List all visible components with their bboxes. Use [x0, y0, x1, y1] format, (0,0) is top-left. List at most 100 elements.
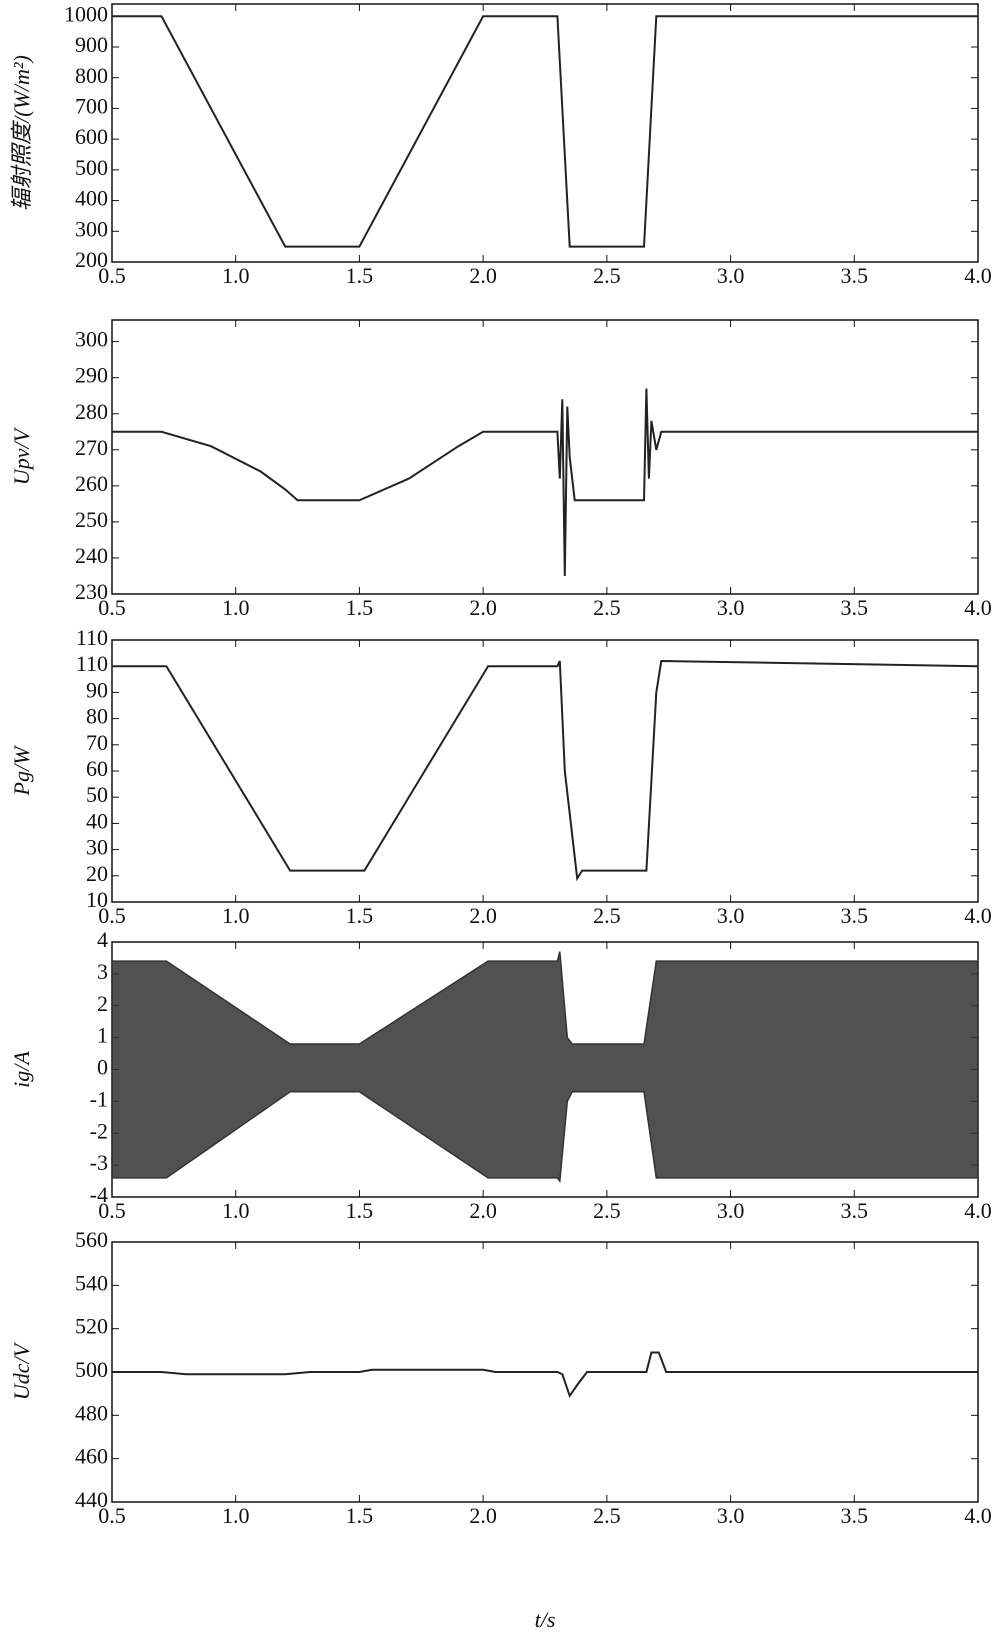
x-tick-label: 3.5: [841, 1198, 869, 1223]
y-tick-label: 1000: [64, 1, 108, 26]
plot-frame: [111, 3, 979, 263]
y-tick-label: 30: [86, 835, 108, 860]
data-line: [112, 1091, 978, 1184]
y-tick-label: 20: [86, 861, 108, 886]
x-tick-label: 0.5: [98, 595, 126, 620]
x-tick-label: 1.5: [346, 903, 374, 928]
x-tick-label: 3.0: [717, 1198, 745, 1223]
x-tick-label: 3.5: [841, 1503, 869, 1528]
x-tick-label: 3.0: [717, 903, 745, 928]
y-tick-label: 4: [97, 927, 108, 952]
data-area: [112, 951, 978, 1070]
y-tick-label: 240: [75, 543, 108, 568]
y-tick-label: 500: [75, 1357, 108, 1382]
y-tick-label: -4: [90, 1182, 108, 1207]
y-tick-label: 290: [75, 363, 108, 388]
y-tick-label: 40: [86, 808, 108, 833]
y-tick-label: 600: [75, 124, 108, 149]
x-tick-label: 1.0: [222, 595, 250, 620]
x-tick-label: 1.0: [222, 1503, 250, 1528]
x-tick-label: 1.0: [222, 903, 250, 928]
data-line: [112, 951, 978, 1045]
x-tick-label: 0.5: [98, 1198, 126, 1223]
y-tick-label: 230: [75, 579, 108, 604]
x-tick-label: 2.5: [593, 263, 621, 288]
y-tick-label: 60: [86, 756, 108, 781]
y-tick-label: 300: [75, 216, 108, 241]
y-tick-label: 110: [76, 651, 108, 676]
plot-frame: [111, 639, 979, 903]
data-line: [112, 388, 978, 577]
y-tick-label: 260: [75, 471, 108, 496]
x-tick-label: 1.5: [346, 1198, 374, 1223]
x-tick-label: 4.0: [964, 263, 992, 288]
y-tick-label: 3: [97, 959, 108, 984]
y-axis-label: Upv/V: [9, 426, 34, 485]
x-tick-label: 2.0: [469, 1198, 497, 1223]
x-tick-label: 1.0: [222, 1198, 250, 1223]
x-tick-label: 4.0: [964, 903, 992, 928]
data-line: [112, 659, 979, 882]
y-tick-label: 900: [75, 32, 108, 57]
x-tick-label: 4.0: [964, 1503, 992, 1528]
x-axis-label: t/s: [535, 1607, 556, 1632]
x-tick-label: 2.0: [469, 263, 497, 288]
y-tick-label: 90: [86, 677, 108, 702]
x-tick-label: 3.0: [717, 595, 745, 620]
y-tick-label: 480: [75, 1400, 108, 1425]
x-tick-label: 4.0: [964, 1198, 992, 1223]
data-line: [112, 1351, 978, 1398]
y-tick-label: 800: [75, 63, 108, 88]
y-tick-label: 400: [75, 186, 108, 211]
y-tick-label: 0: [97, 1055, 108, 1080]
y-axis-label: ig/A: [9, 1051, 34, 1088]
x-tick-label: 2.5: [593, 903, 621, 928]
y-tick-label: 560: [75, 1227, 108, 1252]
y-tick-label: -1: [90, 1086, 108, 1111]
data-area: [112, 1069, 978, 1182]
y-tick-label: 50: [86, 782, 108, 807]
x-tick-label: 3.0: [717, 1503, 745, 1528]
y-tick-label: -2: [90, 1118, 108, 1143]
y-tick-label: 1: [97, 1023, 108, 1048]
y-axis-label: Pg/W: [9, 745, 34, 797]
y-tick-label: 500: [75, 155, 108, 180]
x-tick-label: 3.5: [841, 263, 869, 288]
y-tick-label: 460: [75, 1444, 108, 1469]
y-tick-label: 270: [75, 435, 108, 460]
plot-frame: [111, 319, 979, 595]
x-tick-label: 2.5: [593, 1198, 621, 1223]
y-tick-label: 10: [86, 887, 108, 912]
y-tick-label: 70: [86, 730, 108, 755]
y-tick-label: 250: [75, 507, 108, 532]
x-tick-label: 2.5: [593, 1503, 621, 1528]
y-tick-label: 2: [97, 991, 108, 1016]
x-tick-label: 2.0: [469, 903, 497, 928]
x-tick-label: 1.5: [346, 595, 374, 620]
y-tick-label: 540: [75, 1270, 108, 1295]
x-tick-label: 0.5: [98, 263, 126, 288]
x-tick-label: 4.0: [964, 595, 992, 620]
y-tick-label: 280: [75, 399, 108, 424]
y-tick-label: -3: [90, 1150, 108, 1175]
y-tick-label: 80: [86, 704, 108, 729]
y-tick-label: 700: [75, 93, 108, 118]
x-tick-label: 0.5: [98, 1503, 126, 1528]
x-tick-label: 2.0: [469, 595, 497, 620]
data-line: [112, 15, 978, 248]
x-tick-label: 3.0: [717, 263, 745, 288]
y-tick-label: 110: [76, 625, 108, 650]
y-axis-label: 辐射照度/(W/m²): [9, 55, 34, 211]
x-tick-label: 3.5: [841, 595, 869, 620]
y-tick-label: 200: [75, 247, 108, 272]
x-tick-label: 2.5: [593, 595, 621, 620]
x-tick-label: 3.5: [841, 903, 869, 928]
y-tick-label: 440: [75, 1487, 108, 1512]
x-tick-label: 1.0: [222, 263, 250, 288]
y-axis-label: Udc/V: [9, 1341, 34, 1400]
x-tick-label: 2.0: [469, 1503, 497, 1528]
x-tick-label: 1.5: [346, 263, 374, 288]
y-tick-label: 300: [75, 327, 108, 352]
